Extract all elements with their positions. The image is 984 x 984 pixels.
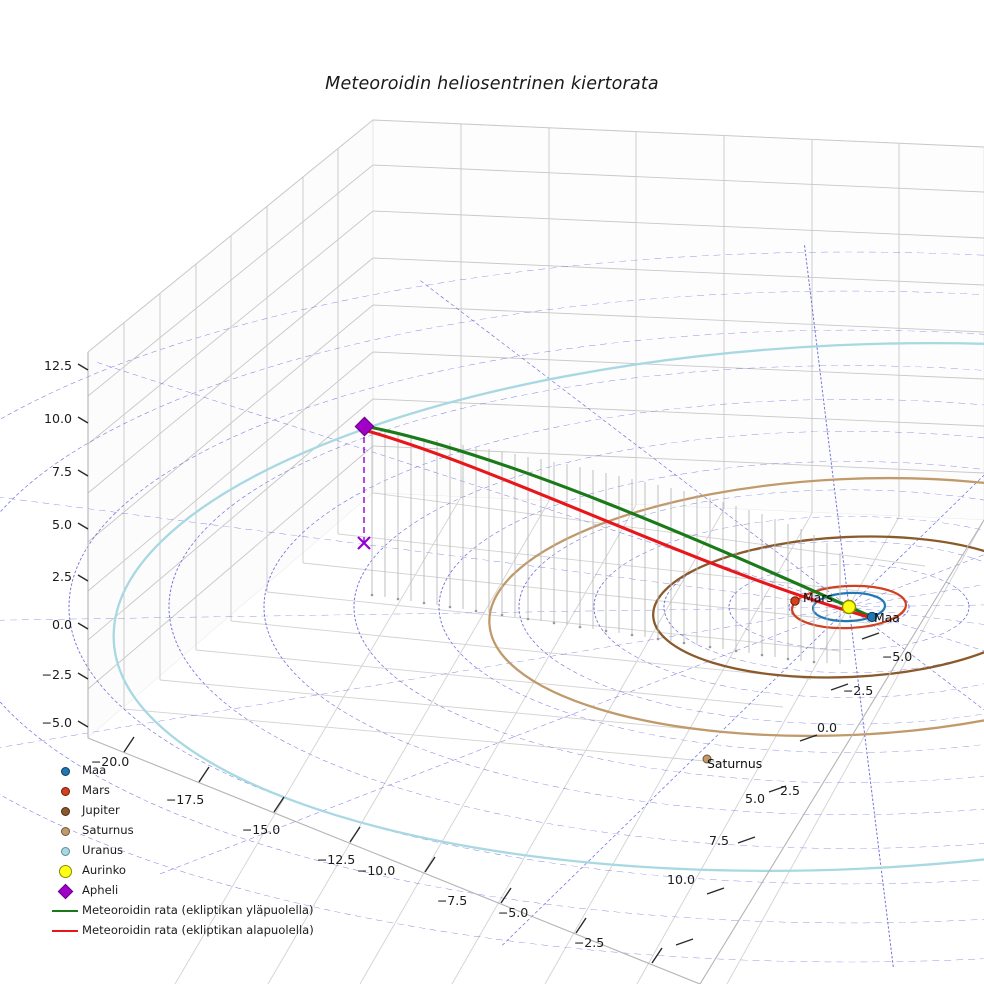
tick-x-7: −2.5 <box>574 935 605 950</box>
legend-item-mars[interactable]: Mars <box>52 780 352 800</box>
tick-y-1: −2.5 <box>843 683 874 698</box>
tick-z-1: 10.0 <box>44 411 72 426</box>
legend-label: Apheli <box>82 883 119 897</box>
axis-x-spine <box>87 737 701 984</box>
marker-saturnus <box>702 754 712 764</box>
legend-item-saturnus[interactable]: Saturnus <box>52 820 352 840</box>
green-line-icon <box>52 900 78 920</box>
axis-z-ticklabels: 12.5 10.0 7.5 5.0 2.5 0.0 −2.5 −5.0 <box>41 358 72 730</box>
legend-label: Maa <box>82 763 107 777</box>
tick-y-3: 2.5 <box>780 783 800 798</box>
tick-x-1: −17.5 <box>166 792 205 807</box>
tick-x-6: −5.0 <box>498 905 529 920</box>
legend-label: Jupiter <box>82 803 120 817</box>
tick-z-3: 5.0 <box>52 517 72 532</box>
legend-item-track-above[interactable]: Meteoroidin rata (ekliptikan yläpuolella… <box>52 900 352 920</box>
mars-marker-icon <box>52 780 78 800</box>
jupiter-marker-icon <box>52 800 78 820</box>
legend-label: Meteoroidin rata (ekliptikan yläpuolella… <box>82 903 314 917</box>
tick-x-0: −20.0 <box>91 754 130 769</box>
axis-x-ticks <box>123 736 663 964</box>
legend-item-aurinko[interactable]: Aurinko <box>52 860 352 880</box>
tick-z-0: 12.5 <box>44 358 72 373</box>
tick-x-2: −15.0 <box>242 822 281 837</box>
tick-y-6: 10.0 <box>667 872 695 887</box>
page-title: Meteoroidin heliosentrinen kiertorata <box>325 74 659 94</box>
annotation-saturnus: Saturnus <box>707 756 762 771</box>
tick-y-0: −5.0 <box>882 649 913 664</box>
pane-back-right <box>372 119 984 521</box>
legend-label: Mars <box>82 783 110 797</box>
tick-x-4: −10.0 <box>357 863 396 878</box>
apheli-dropline <box>357 427 371 550</box>
gridlines-back-right <box>372 119 984 517</box>
body-annotations: Maa Mars Saturnus <box>707 590 900 771</box>
annotation-maa: Maa <box>874 610 900 625</box>
orbit-mars <box>790 584 908 630</box>
chart-legend: Maa Mars Jupiter Saturnus Uranus <box>52 760 352 940</box>
aurinko-marker-icon <box>52 860 78 880</box>
orbit-uranus <box>112 341 984 873</box>
legend-label: Aurinko <box>82 863 127 877</box>
axis-y-ticklabels: −5.0 −2.5 0.0 2.5 5.0 7.5 10.0 <box>667 649 912 887</box>
uranus-marker-icon <box>52 840 78 860</box>
legend-item-track-below[interactable]: Meteoroidin rata (ekliptikan alapuolella… <box>52 920 352 940</box>
tick-z-5: 0.0 <box>52 617 72 632</box>
axis-x-ticklabels: −20.0 −17.5 −15.0 −12.5 −10.0 −7.5 −5.0 … <box>91 754 605 950</box>
tick-z-4: 2.5 <box>52 569 72 584</box>
pane-floor <box>88 493 984 984</box>
tick-y-4: 5.0 <box>745 791 765 806</box>
red-line-icon <box>52 920 78 940</box>
legend-label: Meteoroidin rata (ekliptikan alapuolella… <box>82 923 314 937</box>
orbit-saturnus <box>488 476 984 738</box>
tick-y-5: 7.5 <box>709 833 729 848</box>
axis-y-ticks <box>675 632 880 946</box>
gridlines-back-left <box>87 119 374 709</box>
meteoroid-track-above <box>362 424 874 619</box>
legend-label: Saturnus <box>82 823 134 837</box>
axis-y-spine <box>699 519 984 984</box>
apheli-marker-icon <box>52 880 78 900</box>
tick-x-3: −12.5 <box>317 852 356 867</box>
maa-marker-icon <box>52 760 78 780</box>
annotation-mars: Mars <box>803 590 833 605</box>
marker-aurinko <box>841 599 857 615</box>
tick-z-2: 7.5 <box>52 464 72 479</box>
orbit-dropline-basedots <box>370 593 816 664</box>
legend-item-maa[interactable]: Maa <box>52 760 352 780</box>
axis-z-ticks <box>77 363 89 728</box>
legend-item-jupiter[interactable]: Jupiter <box>52 800 352 820</box>
tick-y-2: 0.0 <box>817 720 837 735</box>
orbit-maa <box>811 591 887 623</box>
saturnus-marker-icon <box>52 820 78 840</box>
tick-z-6: −2.5 <box>41 667 72 682</box>
legend-item-uranus[interactable]: Uranus <box>52 840 352 860</box>
marker-maa <box>866 611 878 623</box>
orbit-jupiter <box>652 535 984 679</box>
marker-mars <box>790 596 800 606</box>
legend-label: Uranus <box>82 843 124 857</box>
tick-z-7: −5.0 <box>41 715 72 730</box>
tick-x-5: −7.5 <box>437 893 468 908</box>
marker-apheli <box>354 416 375 437</box>
legend-item-apheli[interactable]: Apheli <box>52 880 352 900</box>
meteoroid-track-below <box>362 428 874 620</box>
